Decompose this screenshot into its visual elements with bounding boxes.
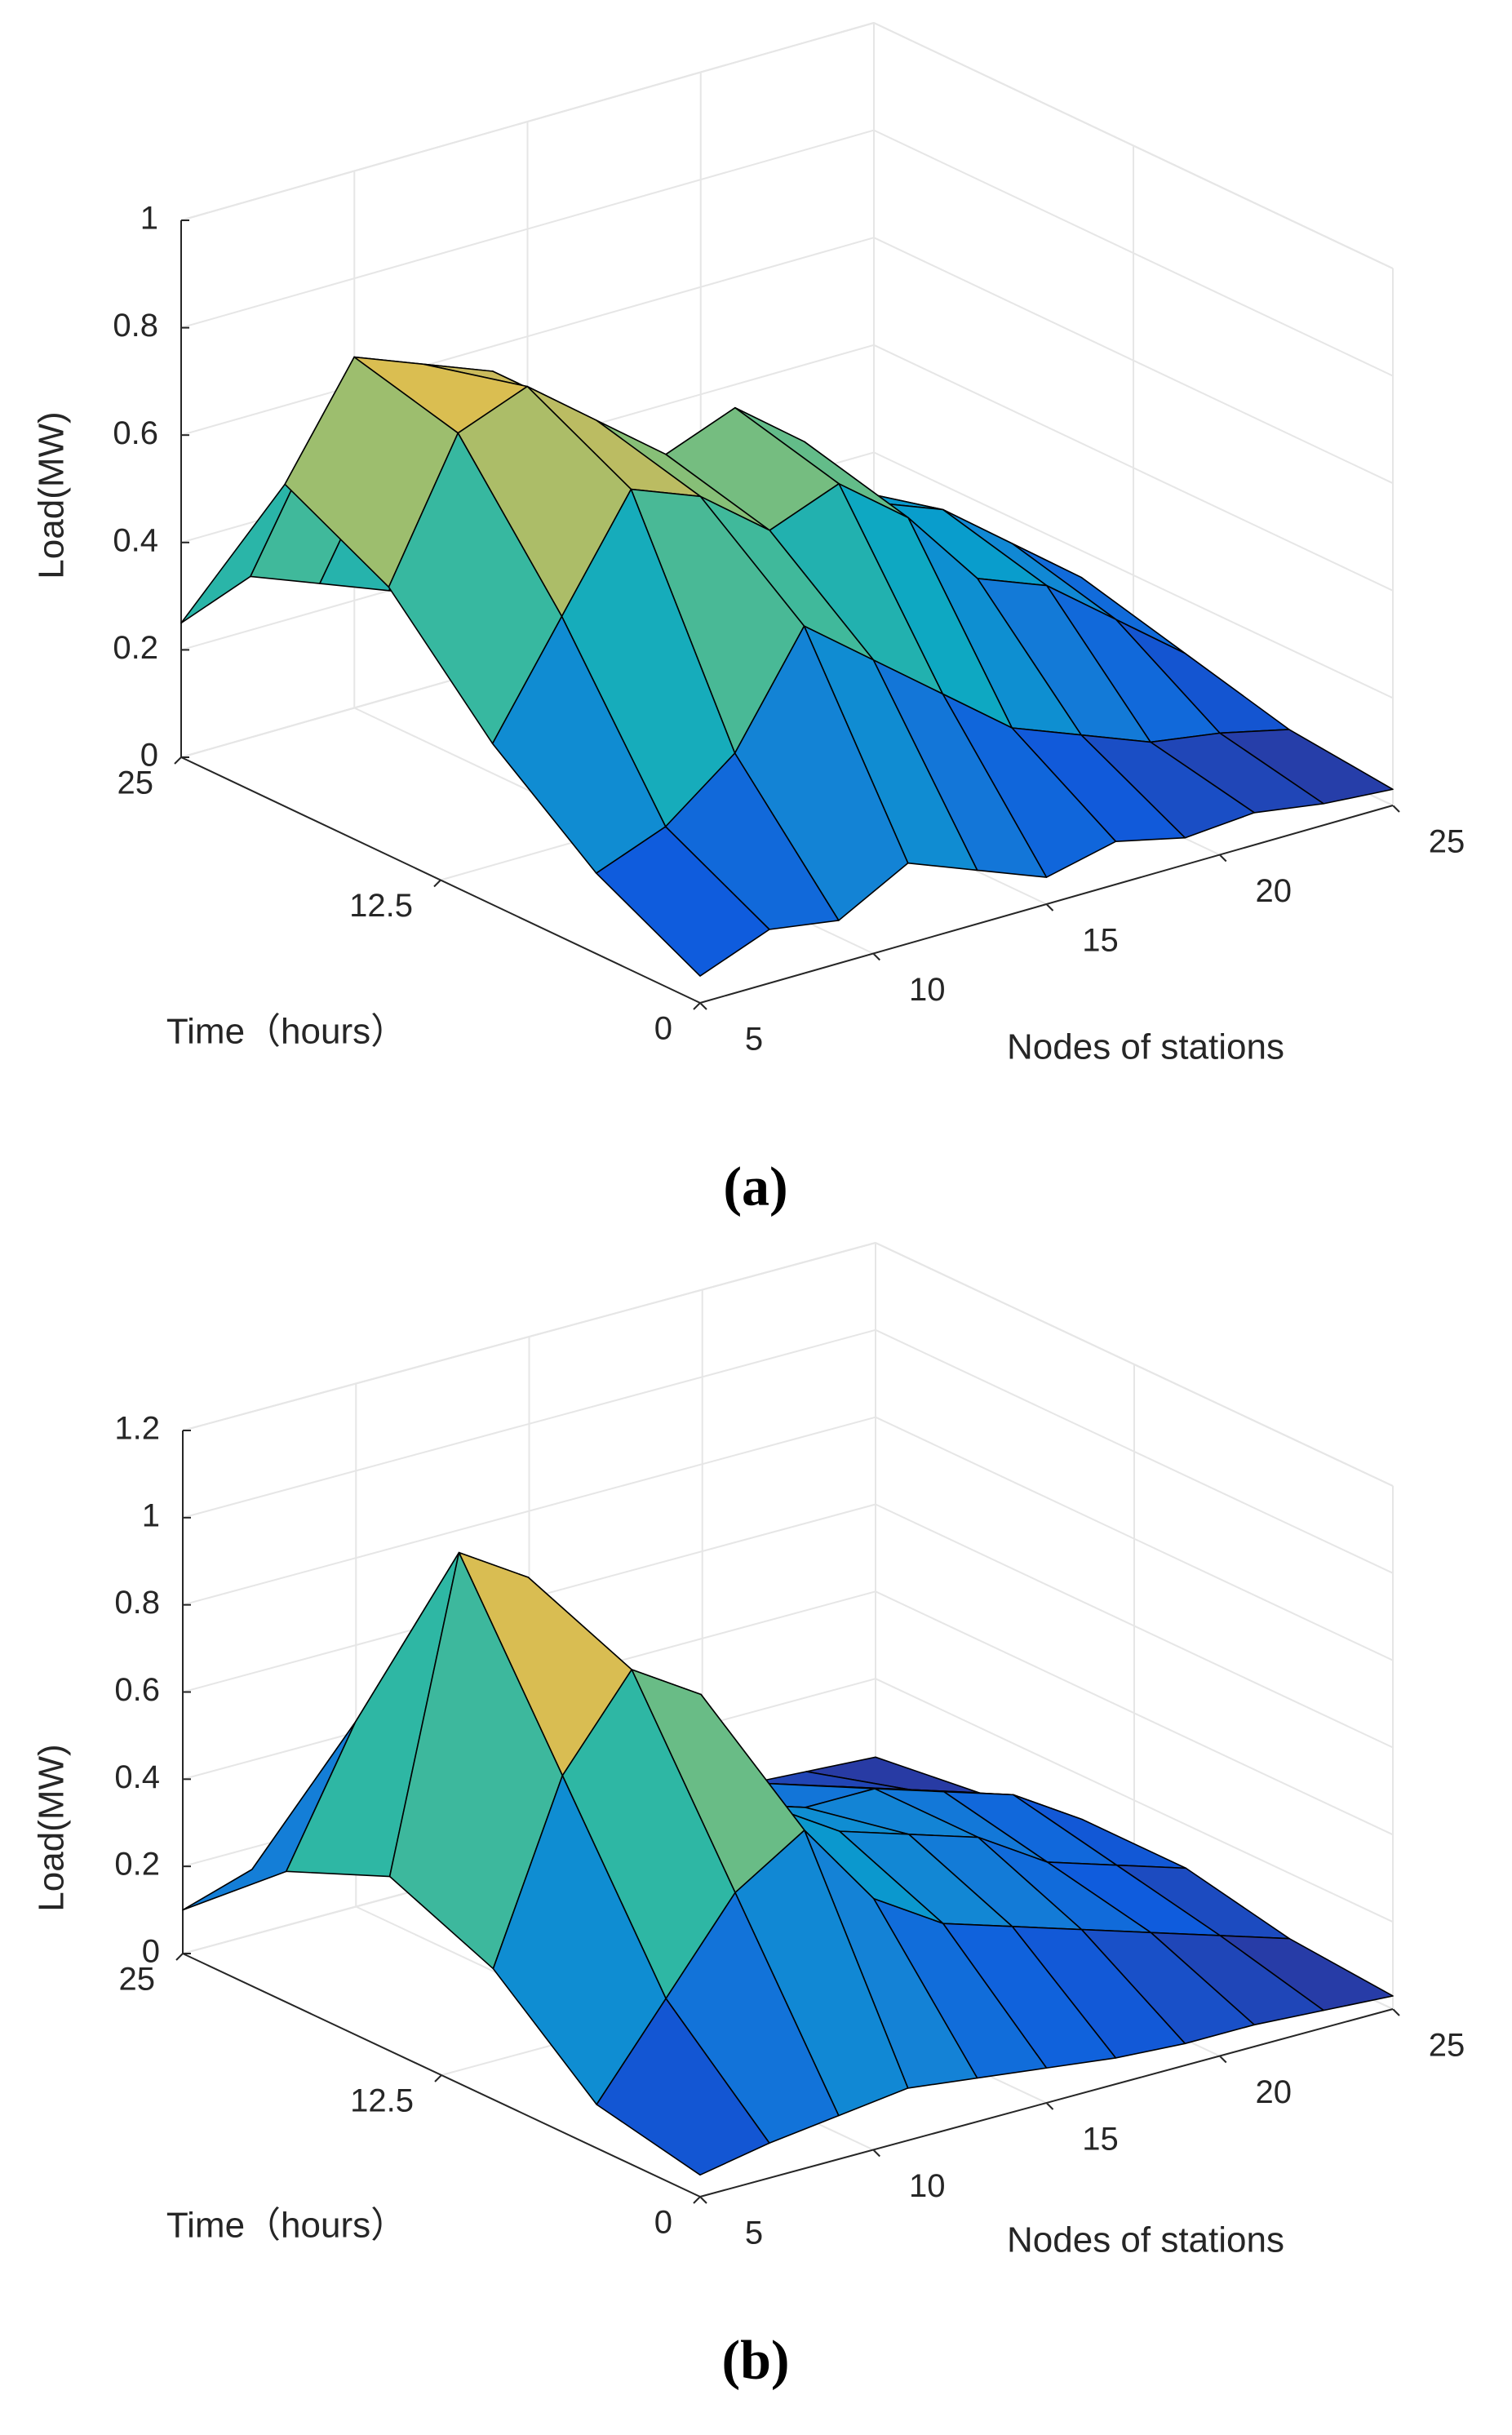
y-tick-mark xyxy=(174,756,182,765)
y-tick-label: 25 xyxy=(118,765,154,801)
surface-face xyxy=(596,1998,770,2176)
y-axis-label: Time（hours） xyxy=(166,2206,406,2246)
x-tick-mark xyxy=(699,1002,707,1010)
x-tick-label: 25 xyxy=(1429,824,1465,860)
x-tick-label: 15 xyxy=(1082,2122,1119,2158)
z-tick-label: 0.8 xyxy=(114,1585,160,1621)
y-tick-label: 0 xyxy=(654,2205,672,2241)
x-tick-label: 5 xyxy=(745,1022,763,1058)
x-tick-label: 10 xyxy=(909,972,946,1008)
y-tick-mark xyxy=(433,879,441,888)
x-tick-label: 20 xyxy=(1256,2074,1293,2110)
x-axis xyxy=(699,805,1394,1004)
z-tick-label: 1.2 xyxy=(114,1411,160,1447)
z-tick-label: 0 xyxy=(140,738,158,774)
x-tick-mark xyxy=(872,952,880,961)
z-tick-label: 0.4 xyxy=(114,1759,160,1795)
surface-face xyxy=(595,826,770,977)
z-tick-label: 0.2 xyxy=(114,1847,160,1883)
y-tick-label: 12.5 xyxy=(350,2083,414,2119)
x-tick-mark xyxy=(1219,854,1227,863)
x-tick-mark xyxy=(1392,805,1400,813)
surface-plot: 00.20.40.60.811.2510152025012.525Load(MW… xyxy=(32,1242,1465,2391)
y-tick-mark xyxy=(693,2196,701,2204)
x-tick-mark xyxy=(1045,2102,1054,2110)
x-axis-label: Nodes of stations xyxy=(1007,2220,1284,2260)
y-tick-label: 25 xyxy=(119,1962,156,1998)
x-tick-mark xyxy=(872,2149,880,2158)
x-tick-mark xyxy=(1045,903,1054,911)
y-axis-label: Time（hours） xyxy=(166,1012,406,1052)
y-tick-label: 0 xyxy=(654,1011,672,1047)
x-tick-label: 15 xyxy=(1082,923,1119,959)
panel-label: (a) xyxy=(723,1155,787,1218)
x-tick-label: 25 xyxy=(1429,2028,1465,2064)
x-axis-label: Nodes of stations xyxy=(1007,1027,1284,1067)
y-tick-label: 12.5 xyxy=(349,888,413,924)
x-tick-label: 5 xyxy=(745,2215,763,2251)
x-tick-mark xyxy=(699,2196,707,2204)
z-tick-label: 0.6 xyxy=(113,415,158,451)
z-tick-label: 0 xyxy=(142,1934,160,1970)
panel-label: (b) xyxy=(721,2329,789,2391)
z-tick-label: 1 xyxy=(142,1497,160,1533)
y-tick-mark xyxy=(175,1953,184,1961)
z-tick-label: 0.8 xyxy=(113,308,158,344)
y-axis xyxy=(180,756,701,1004)
x-tick-label: 10 xyxy=(909,2168,946,2204)
x-tick-label: 20 xyxy=(1256,873,1293,909)
z-axis-label: Load(MW) xyxy=(32,411,72,579)
z-tick-label: 0.4 xyxy=(113,522,158,558)
y-axis xyxy=(182,1953,701,2198)
z-axis-label: Load(MW) xyxy=(32,1744,72,1911)
x-axis xyxy=(699,2008,1394,2198)
y-tick-mark xyxy=(434,2074,442,2082)
surface-plot: 00.20.40.60.81510152025012.525Load(MW)Ti… xyxy=(32,22,1465,1218)
x-tick-mark xyxy=(1392,2008,1400,2016)
z-tick-label: 0.6 xyxy=(114,1672,160,1708)
z-tick-label: 0.2 xyxy=(113,630,158,666)
z-tick-label: 1 xyxy=(140,201,158,237)
x-tick-mark xyxy=(1219,2055,1227,2064)
y-tick-mark xyxy=(693,1002,701,1010)
